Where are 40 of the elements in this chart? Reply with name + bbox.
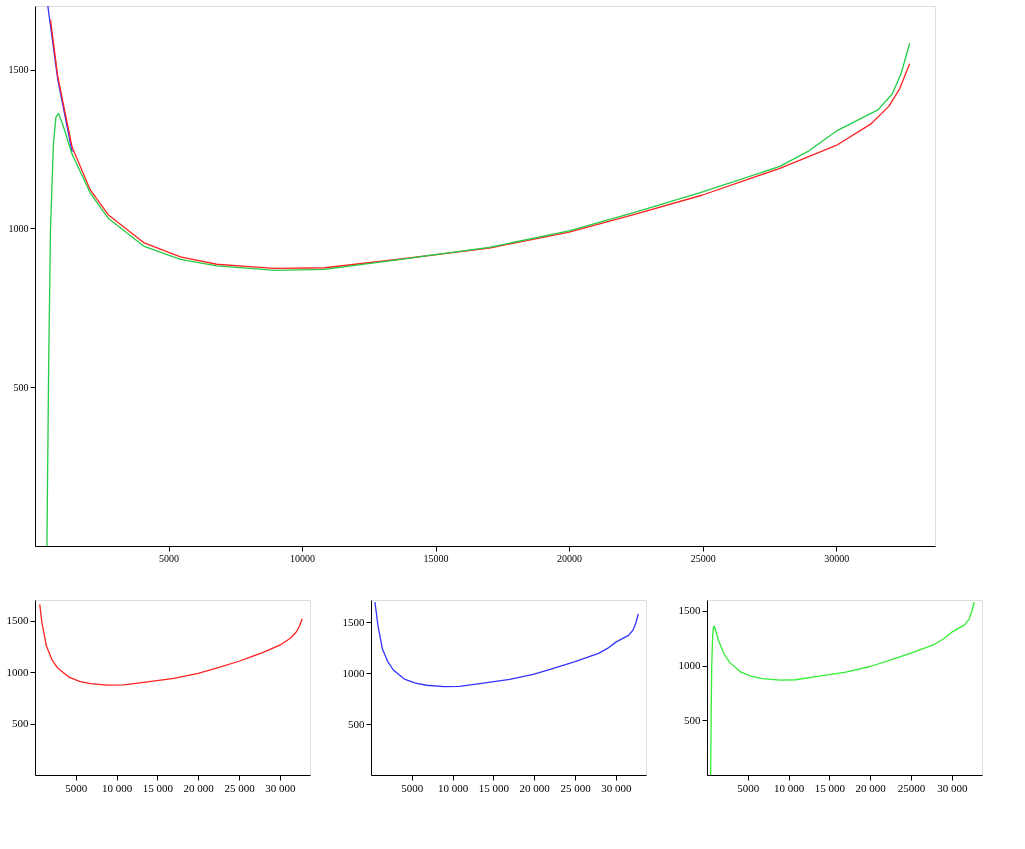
y-tick-label: 1500 bbox=[8, 64, 29, 76]
x-tick-label: 25000 bbox=[690, 552, 716, 564]
x-tick-label: 5000 bbox=[401, 781, 424, 794]
y-tick-label: 1000 bbox=[6, 665, 29, 678]
y-tick-label: 1000 bbox=[678, 659, 701, 672]
line-series bbox=[49, 19, 911, 270]
y-tick-label: 500 bbox=[684, 713, 701, 726]
x-tick-label: 30 000 bbox=[601, 781, 632, 794]
x-tick-label: 5000 bbox=[159, 552, 180, 564]
x-tick-label: 10 000 bbox=[437, 781, 469, 794]
y-tick-label: 1000 bbox=[342, 666, 365, 679]
x-tick-label: 30 000 bbox=[937, 781, 968, 794]
y-tick-label: 1000 bbox=[8, 222, 29, 234]
x-tick-label: 10 000 bbox=[773, 781, 805, 794]
y-tick-label: 500 bbox=[348, 717, 365, 730]
y-tick-label: 1500 bbox=[678, 604, 701, 617]
x-tick-label: 30 000 bbox=[265, 781, 296, 794]
x-tick-label: 20 000 bbox=[855, 781, 887, 794]
x-tick-label: 5000 bbox=[65, 781, 88, 794]
x-tick-label: 20000 bbox=[557, 552, 583, 564]
line-series bbox=[46, 42, 911, 546]
x-tick-label: 15 000 bbox=[478, 781, 510, 794]
line-series bbox=[39, 603, 303, 686]
x-tick-label: 10 000 bbox=[101, 781, 133, 794]
y-tick-label: 1500 bbox=[342, 615, 365, 628]
x-tick-label: 15 000 bbox=[814, 781, 846, 794]
y-tick-label: 1500 bbox=[6, 614, 29, 627]
x-tick-label: 25 000 bbox=[224, 781, 256, 794]
line-series bbox=[374, 601, 639, 688]
x-tick-label: 10000 bbox=[290, 552, 316, 564]
x-tick-label: 25000 bbox=[897, 781, 926, 794]
x-tick-label: 15 000 bbox=[142, 781, 174, 794]
x-tick-label: 20 000 bbox=[183, 781, 215, 794]
x-tick-label: 15000 bbox=[423, 552, 449, 564]
y-tick-label: 500 bbox=[12, 717, 29, 730]
x-tick-label: 5000 bbox=[737, 781, 760, 794]
x-tick-label: 30000 bbox=[824, 552, 850, 564]
y-tick-label: 500 bbox=[13, 381, 29, 393]
x-tick-label: 25 000 bbox=[560, 781, 592, 794]
x-tick-label: 20 000 bbox=[519, 781, 551, 794]
